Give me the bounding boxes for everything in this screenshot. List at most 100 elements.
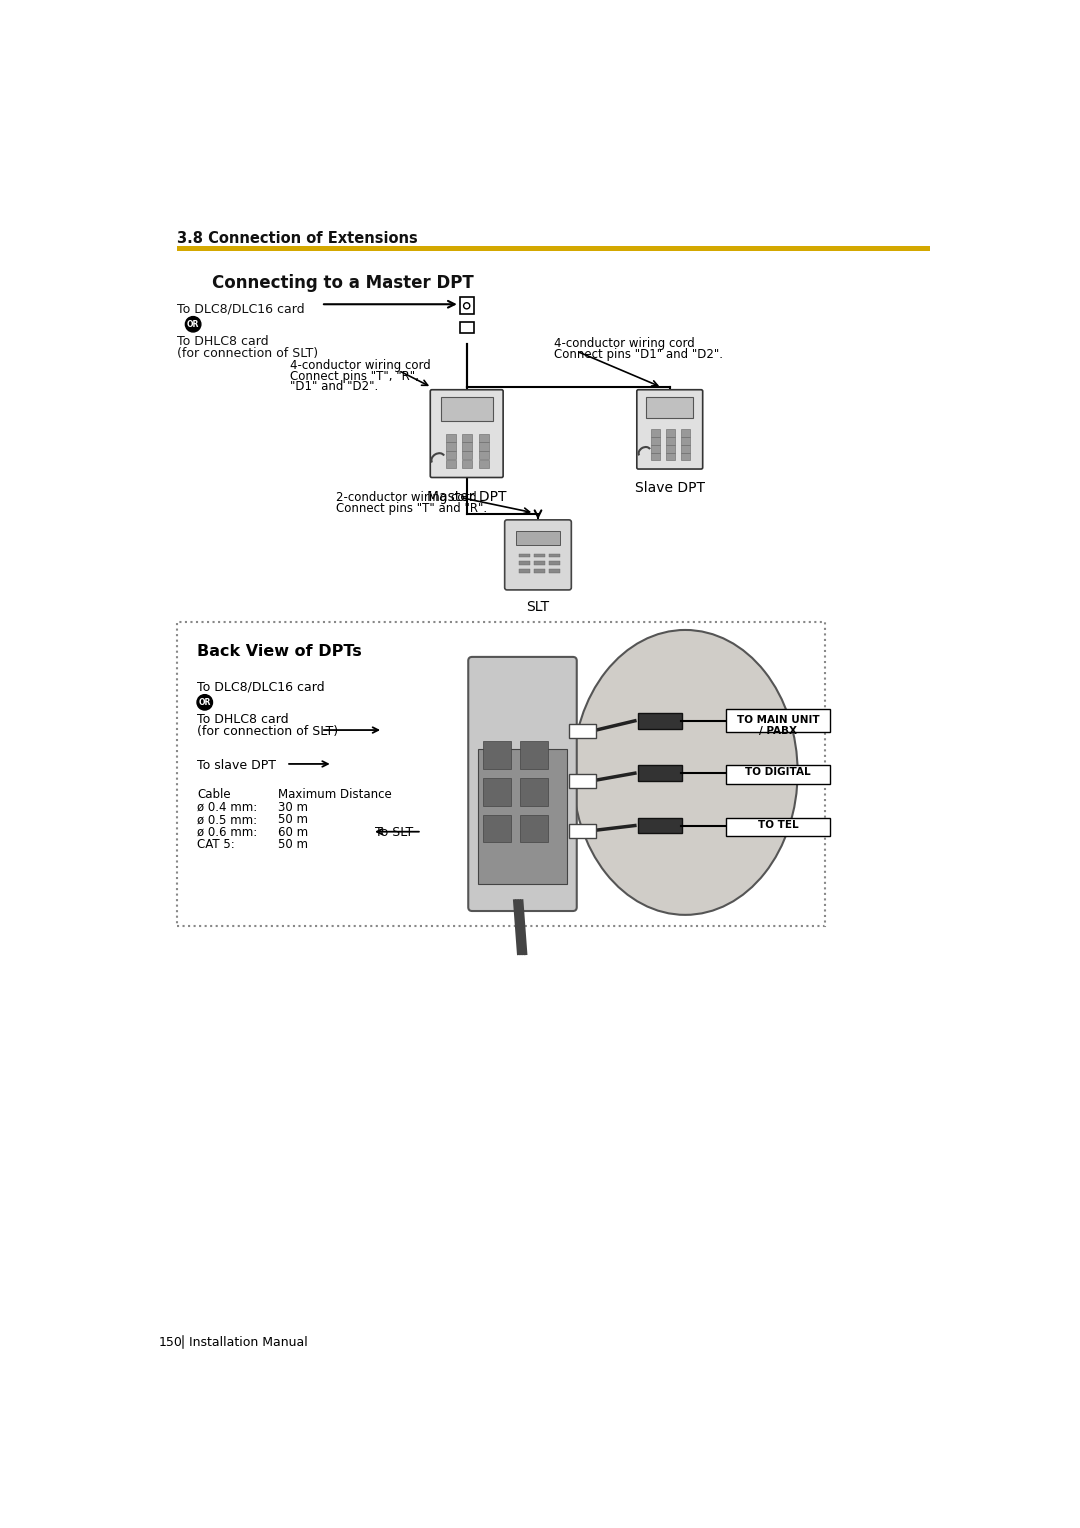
Bar — [462, 451, 472, 460]
Bar — [569, 775, 596, 788]
Bar — [480, 442, 489, 451]
Bar — [480, 451, 489, 460]
Bar — [521, 778, 548, 805]
Bar — [535, 553, 545, 558]
Text: Installation Manual: Installation Manual — [189, 1335, 308, 1349]
FancyBboxPatch shape — [727, 817, 831, 836]
Bar — [516, 530, 559, 545]
Text: 3.8 Connection of Extensions: 3.8 Connection of Extensions — [177, 231, 418, 246]
Bar — [666, 452, 675, 460]
Bar — [549, 553, 559, 558]
Bar — [651, 429, 660, 437]
Text: TO TEL: TO TEL — [758, 819, 798, 830]
Text: Connecting to a Master DPT: Connecting to a Master DPT — [213, 274, 474, 292]
FancyBboxPatch shape — [430, 390, 503, 477]
Text: OR: OR — [187, 319, 200, 329]
FancyBboxPatch shape — [638, 714, 683, 729]
Bar — [521, 814, 548, 842]
Text: CAT 5:: CAT 5: — [197, 837, 234, 851]
FancyBboxPatch shape — [727, 766, 831, 784]
Bar — [460, 298, 474, 315]
Text: "D1" and "D2".: "D1" and "D2". — [291, 380, 378, 394]
Text: Connect pins "D1" and "D2".: Connect pins "D1" and "D2". — [554, 348, 723, 361]
Bar — [462, 434, 472, 442]
Text: To DHLC8 card: To DHLC8 card — [177, 335, 269, 348]
Text: OR: OR — [199, 698, 211, 707]
Text: ø 0.4 mm:: ø 0.4 mm: — [197, 801, 257, 814]
Bar — [666, 445, 675, 452]
Text: 30 m: 30 m — [279, 801, 309, 814]
Text: To slave DPT: To slave DPT — [197, 759, 276, 772]
Text: Back View of DPTs: Back View of DPTs — [197, 643, 362, 659]
Bar — [462, 460, 472, 468]
Text: 150: 150 — [159, 1335, 183, 1349]
Bar — [483, 814, 511, 842]
FancyBboxPatch shape — [637, 390, 703, 469]
Bar — [483, 741, 511, 769]
Text: 60 m: 60 m — [279, 825, 309, 839]
Bar — [446, 442, 456, 451]
Text: To DLC8/DLC16 card: To DLC8/DLC16 card — [177, 303, 305, 316]
FancyBboxPatch shape — [469, 657, 577, 911]
Bar — [519, 553, 530, 558]
Bar — [446, 460, 456, 468]
Bar — [569, 824, 596, 837]
Text: ø 0.6 mm:: ø 0.6 mm: — [197, 825, 257, 839]
Text: To SLT: To SLT — [375, 825, 414, 839]
Bar — [441, 397, 492, 420]
Text: Master DPT: Master DPT — [427, 490, 507, 504]
FancyBboxPatch shape — [177, 622, 825, 926]
Text: Cable: Cable — [197, 788, 231, 801]
Text: SLT: SLT — [526, 601, 550, 614]
Bar — [666, 429, 675, 437]
Bar — [681, 437, 690, 445]
Text: (for connection of SLT): (for connection of SLT) — [197, 726, 338, 738]
Text: 4-conductor wiring cord: 4-conductor wiring cord — [554, 338, 694, 350]
Text: (for connection of SLT): (for connection of SLT) — [177, 347, 318, 361]
Text: Connect pins "T", "R",: Connect pins "T", "R", — [291, 370, 419, 382]
Circle shape — [186, 316, 201, 332]
Bar — [535, 561, 545, 565]
Bar — [666, 437, 675, 445]
Bar — [519, 561, 530, 565]
Text: 2-conductor wiring cord: 2-conductor wiring cord — [337, 492, 477, 504]
Bar — [681, 429, 690, 437]
Text: To DLC8/DLC16 card: To DLC8/DLC16 card — [197, 680, 325, 694]
Bar — [651, 452, 660, 460]
Bar — [549, 570, 559, 573]
Text: Maximum Distance: Maximum Distance — [279, 788, 392, 801]
Text: Connect pins "T" and "R".: Connect pins "T" and "R". — [337, 503, 488, 515]
Text: To DHLC8 card: To DHLC8 card — [197, 714, 288, 726]
Bar — [535, 570, 545, 573]
Bar — [549, 561, 559, 565]
Bar — [446, 434, 456, 442]
Bar — [681, 445, 690, 452]
Ellipse shape — [572, 630, 798, 915]
Text: 50 m: 50 m — [279, 837, 309, 851]
Bar — [478, 749, 567, 885]
Text: ø 0.5 mm:: ø 0.5 mm: — [197, 813, 257, 827]
Bar — [651, 445, 660, 452]
Text: TO MAIN UNIT
/ PABX: TO MAIN UNIT / PABX — [737, 715, 820, 736]
Text: Slave DPT: Slave DPT — [635, 481, 705, 495]
FancyBboxPatch shape — [727, 709, 831, 732]
Bar — [521, 741, 548, 769]
Bar — [462, 442, 472, 451]
Bar — [177, 246, 930, 251]
Bar — [480, 460, 489, 468]
Circle shape — [197, 695, 213, 711]
Circle shape — [463, 303, 470, 309]
Bar — [519, 570, 530, 573]
Bar — [446, 451, 456, 460]
Bar — [651, 437, 660, 445]
FancyBboxPatch shape — [638, 766, 683, 781]
Bar — [681, 452, 690, 460]
Bar — [480, 434, 489, 442]
Bar — [569, 724, 596, 738]
Text: TO DIGITAL: TO DIGITAL — [745, 767, 811, 778]
Text: 50 m: 50 m — [279, 813, 309, 827]
Bar — [483, 778, 511, 805]
Bar — [646, 397, 693, 419]
FancyBboxPatch shape — [638, 817, 683, 833]
FancyBboxPatch shape — [504, 520, 571, 590]
